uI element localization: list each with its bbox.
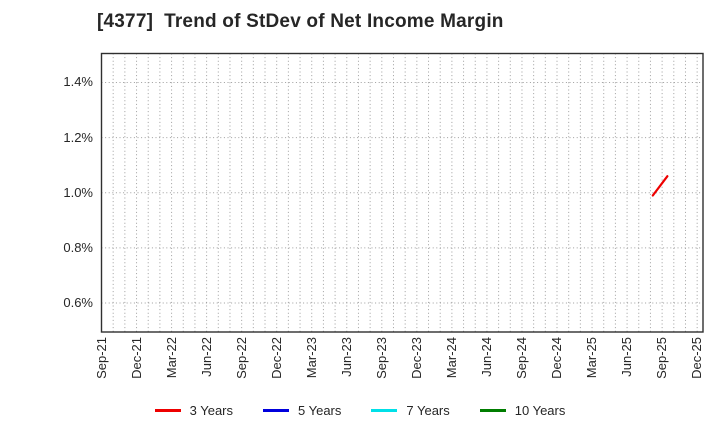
y-tick-label: 0.6%: [63, 295, 93, 311]
x-tick-label: Jun-24: [478, 337, 494, 377]
legend-label: 10 Years: [514, 403, 566, 418]
legend-label: 7 Years: [406, 403, 450, 418]
x-tick-label: Dec-25: [689, 337, 705, 379]
x-tick-label: Sep-24: [513, 337, 529, 379]
legend-item-7-years: 7 Years: [371, 403, 450, 418]
legend-swatch-10-years: [479, 409, 506, 412]
x-tick-label: Dec-23: [408, 337, 424, 379]
x-tick-label: Dec-22: [268, 337, 284, 379]
legend: 3 Years 5 Years 7 Years 10 Years: [0, 403, 720, 418]
x-tick-label: Mar-25: [584, 337, 600, 379]
y-tick-label: 0.8%: [63, 239, 93, 255]
x-tick-label: Mar-22: [163, 337, 179, 379]
x-tick-label: Dec-21: [128, 337, 144, 379]
x-tick-label: Sep-25: [654, 337, 670, 379]
legend-item-3-years: 3 Years: [154, 403, 233, 418]
x-tick-label: Sep-22: [233, 337, 249, 379]
x-tick-label: Sep-21: [93, 337, 109, 379]
legend-item-10-years: 10 Years: [479, 403, 566, 418]
series-line-3-years: [651, 175, 669, 197]
legend-swatch-3-years: [154, 409, 181, 412]
y-tick-label: 1.4%: [63, 74, 93, 90]
x-tick-label: Sep-23: [373, 337, 389, 379]
x-tick-label: Mar-23: [303, 337, 319, 379]
legend-item-5-years: 5 Years: [263, 403, 341, 418]
x-tick-label: Jun-22: [198, 337, 214, 377]
x-tick-label: Dec-24: [549, 337, 564, 379]
plot-frame: [100, 52, 704, 333]
legend-label: 5 Years: [298, 403, 342, 418]
x-tick-label: Mar-24: [443, 337, 459, 379]
legend-swatch-5-years: [263, 409, 289, 412]
x-tick-label: Jun-23: [338, 337, 354, 377]
x-tick-label: Jun-25: [619, 337, 635, 377]
chart-title: [4377] Trend of StDev of Net Income Marg…: [97, 11, 504, 32]
legend-label: 3 Years: [189, 403, 233, 418]
legend-swatch-7-years: [371, 409, 398, 412]
y-tick-label: 1.2%: [63, 129, 93, 145]
y-tick-label: 1.0%: [63, 184, 93, 200]
